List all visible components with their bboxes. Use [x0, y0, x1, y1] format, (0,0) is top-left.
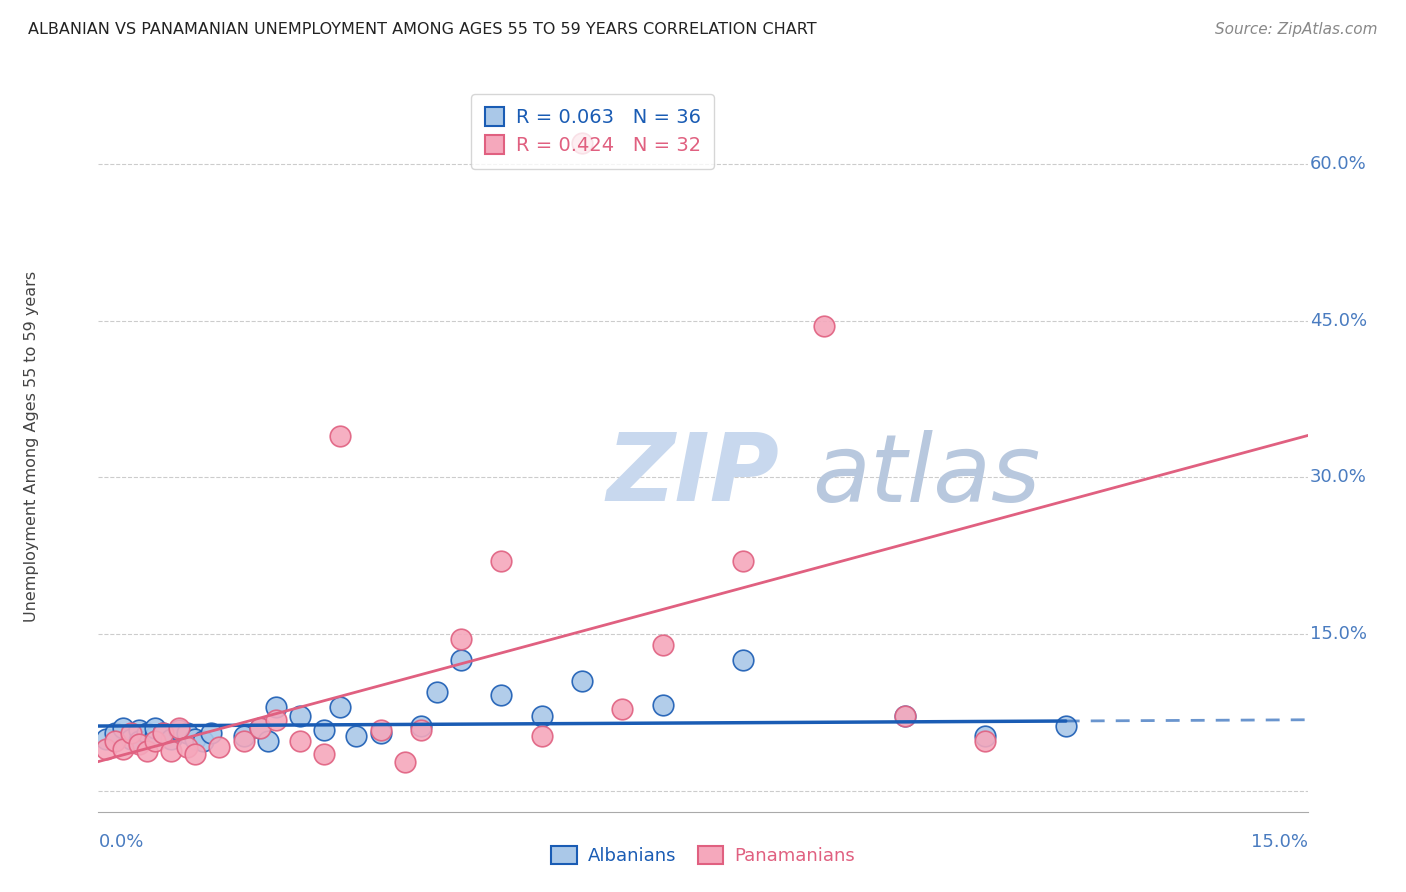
- Point: [152, 726, 174, 740]
- Point: [111, 742, 134, 756]
- Point: [184, 731, 207, 746]
- Point: [249, 721, 271, 735]
- Point: [103, 726, 125, 740]
- Point: [733, 653, 755, 667]
- Text: ZIP: ZIP: [606, 429, 779, 521]
- Point: [450, 632, 472, 647]
- Text: 15.0%: 15.0%: [1250, 832, 1308, 851]
- Point: [409, 723, 432, 738]
- Point: [571, 674, 593, 689]
- Point: [974, 733, 997, 747]
- Point: [264, 713, 287, 727]
- Point: [264, 700, 287, 714]
- Point: [426, 684, 449, 698]
- Point: [409, 719, 432, 733]
- Point: [651, 638, 673, 652]
- Point: [167, 723, 190, 738]
- Point: [288, 708, 311, 723]
- Point: [450, 653, 472, 667]
- Point: [232, 733, 254, 747]
- Point: [200, 726, 222, 740]
- Point: [314, 723, 336, 738]
- Point: [143, 730, 166, 744]
- Point: [120, 731, 142, 746]
- Point: [120, 726, 142, 740]
- Point: [344, 730, 367, 744]
- Point: [288, 733, 311, 747]
- Point: [256, 733, 278, 747]
- Text: 45.0%: 45.0%: [1310, 311, 1367, 330]
- Point: [176, 726, 198, 740]
- Point: [530, 730, 553, 744]
- Point: [329, 428, 352, 442]
- Point: [394, 755, 416, 769]
- Point: [160, 731, 183, 746]
- Point: [974, 730, 997, 744]
- Point: [96, 742, 118, 756]
- Point: [128, 733, 150, 747]
- Point: [103, 733, 125, 747]
- Point: [813, 318, 835, 333]
- Point: [96, 731, 118, 746]
- Point: [612, 702, 634, 716]
- Text: Unemployment Among Ages 55 to 59 years: Unemployment Among Ages 55 to 59 years: [24, 270, 39, 622]
- Point: [167, 721, 190, 735]
- Point: [1054, 719, 1077, 733]
- Point: [651, 698, 673, 713]
- Point: [152, 726, 174, 740]
- Point: [128, 723, 150, 738]
- Point: [111, 721, 134, 735]
- Text: 0.0%: 0.0%: [98, 832, 143, 851]
- Point: [160, 744, 183, 758]
- Point: [733, 554, 755, 568]
- Point: [176, 739, 198, 754]
- Point: [232, 730, 254, 744]
- Point: [208, 739, 231, 754]
- Point: [329, 700, 352, 714]
- Point: [143, 733, 166, 747]
- Point: [370, 723, 392, 738]
- Point: [249, 721, 271, 735]
- Point: [314, 747, 336, 762]
- Point: [135, 744, 157, 758]
- Point: [143, 721, 166, 735]
- Text: 30.0%: 30.0%: [1310, 468, 1367, 486]
- Text: atlas: atlas: [811, 430, 1040, 521]
- Point: [893, 708, 915, 723]
- Point: [135, 726, 157, 740]
- Point: [184, 747, 207, 762]
- Text: ALBANIAN VS PANAMANIAN UNEMPLOYMENT AMONG AGES 55 TO 59 YEARS CORRELATION CHART: ALBANIAN VS PANAMANIAN UNEMPLOYMENT AMON…: [28, 22, 817, 37]
- Point: [491, 554, 513, 568]
- Point: [893, 708, 915, 723]
- Text: 60.0%: 60.0%: [1310, 155, 1367, 173]
- Text: 15.0%: 15.0%: [1310, 625, 1367, 643]
- Point: [530, 708, 553, 723]
- Point: [491, 688, 513, 702]
- Text: Source: ZipAtlas.com: Source: ZipAtlas.com: [1215, 22, 1378, 37]
- Point: [193, 733, 215, 747]
- Point: [571, 136, 593, 150]
- Legend: Albanians, Panamanians: Albanians, Panamanians: [544, 838, 862, 872]
- Point: [370, 726, 392, 740]
- Point: [128, 737, 150, 751]
